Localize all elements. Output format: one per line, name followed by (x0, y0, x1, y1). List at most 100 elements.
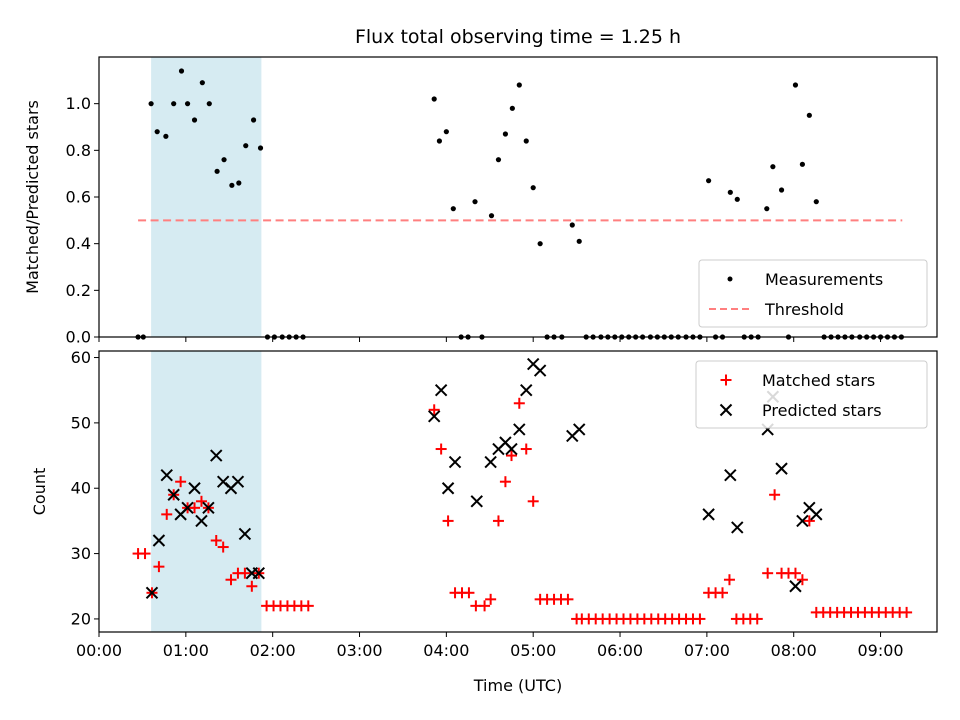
measurement-point (778, 187, 785, 193)
legend-matched-marker (720, 374, 732, 386)
predicted-point (724, 468, 737, 482)
matched-point (217, 541, 229, 553)
predicted-point (533, 364, 547, 377)
matched-point (239, 567, 251, 579)
measurement-point (199, 80, 205, 86)
predicted-point (448, 455, 462, 469)
shaded-span (151, 351, 262, 632)
measurement-point (431, 96, 437, 102)
measurement-point (206, 101, 212, 107)
x-tick-label: 08:00 (771, 641, 817, 660)
y-tick-label: 40 (71, 479, 91, 498)
predicted-point (160, 468, 173, 482)
figure-title: Flux total observing time = 1.25 h (355, 26, 681, 48)
measurement-point (236, 180, 242, 186)
measurement-point (178, 68, 185, 74)
predicted-point (238, 527, 252, 541)
bottom-panel: 20 30 40 50 60 00:00 01:00 02:00 03:00 04:00 05:0… (30, 348, 938, 695)
y-tick-label: 60 (71, 348, 91, 367)
measurement-point (495, 157, 502, 163)
legend-plus (720, 374, 732, 386)
measurement-point (509, 105, 515, 111)
matched-point (175, 476, 187, 488)
measurement-point (257, 145, 264, 151)
count-points (132, 357, 913, 625)
matched-point (492, 515, 504, 527)
measurement-point (443, 129, 449, 135)
legend-measurements-label: Measurements (765, 270, 883, 289)
y-tick-label: 0.6 (66, 188, 91, 207)
matched-point (153, 561, 165, 573)
matched-point (485, 593, 497, 605)
shaded-span (151, 57, 262, 337)
measurement-point (436, 138, 443, 144)
predicted-point (145, 586, 159, 599)
matched-point (195, 495, 207, 507)
y-tick-label: 0.2 (66, 281, 91, 300)
measurement-point (221, 157, 227, 163)
measurement-point (727, 189, 733, 195)
predicted-point (441, 482, 455, 495)
matched-point (139, 548, 151, 560)
bottom-axes-frame (98, 350, 938, 633)
matched-point (463, 587, 475, 599)
matched-point (520, 443, 532, 455)
measurement-point (537, 241, 543, 247)
measurement-point (734, 196, 740, 202)
measurement-point (243, 143, 249, 149)
measurement-point (523, 138, 529, 144)
matched-point (803, 515, 815, 527)
matched-point (762, 567, 774, 579)
legend-matched-label: Matched stars (762, 371, 875, 390)
x-tick-label: 07:00 (684, 641, 730, 660)
y-axis-ticks: 0.0 0.2 0.4 0.6 0.8 1.0 (66, 94, 99, 347)
predicted-point (152, 534, 166, 547)
x-tick-label: 02:00 (250, 641, 296, 660)
legend-x (719, 403, 733, 417)
predicted-point (520, 384, 533, 397)
matched-point (717, 587, 729, 599)
x-tick-label: 06:00 (597, 641, 643, 660)
predicted-point (434, 384, 448, 397)
predicted-point (252, 566, 265, 580)
predicted-point (810, 508, 823, 521)
x-tick-label: 09:00 (857, 641, 903, 660)
bottom-y-axis-label: Count (30, 468, 49, 516)
measurement-point (813, 199, 819, 205)
matched-point (435, 443, 447, 455)
measurement-point (163, 133, 169, 139)
predicted-point (702, 508, 715, 521)
y-tick-label: 0.4 (66, 234, 91, 253)
measurement-point (576, 238, 582, 244)
matched-point (505, 450, 517, 462)
predicted-point (210, 449, 223, 462)
matched-point (769, 489, 781, 501)
y-tick-label: 0.8 (66, 141, 91, 160)
predicted-point (167, 488, 180, 501)
predicted-point (775, 462, 788, 475)
top-y-axis-label: Matched/Predicted stars (23, 100, 42, 294)
measurement-point (764, 206, 770, 212)
measurement-point (502, 131, 509, 137)
x-tick-label: 01:00 (163, 641, 209, 660)
predicted-point (513, 423, 526, 436)
matched-point (428, 404, 440, 416)
predicted-point (195, 514, 208, 528)
measurement-point (171, 101, 177, 107)
measurement-point (488, 213, 495, 219)
matched-point (302, 600, 314, 612)
predicted-point (505, 442, 518, 456)
measurement-point (154, 129, 160, 135)
predicted-point (484, 455, 497, 469)
x-tick-label: 05:00 (510, 641, 556, 660)
predicted-point (789, 580, 802, 593)
top-panel: 0.0 0.2 0.4 0.6 0.8 1.0 Matched/Predicted sta… (23, 56, 938, 347)
legend-threshold-label: Threshold (764, 300, 844, 319)
measurement-point (191, 117, 198, 123)
matched-point (499, 476, 511, 488)
matched-point (246, 580, 258, 592)
predicted-point (188, 482, 201, 495)
x-axis-label: Time (UTC) (473, 676, 562, 695)
measurement-point (706, 178, 712, 184)
matched-point (479, 600, 491, 612)
